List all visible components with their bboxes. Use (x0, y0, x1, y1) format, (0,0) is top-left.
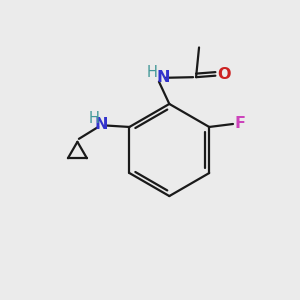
Text: O: O (217, 67, 230, 82)
Text: H: H (89, 111, 100, 126)
Text: N: N (94, 117, 108, 132)
Text: N: N (156, 70, 169, 85)
Text: F: F (235, 116, 246, 131)
Text: H: H (147, 64, 158, 80)
